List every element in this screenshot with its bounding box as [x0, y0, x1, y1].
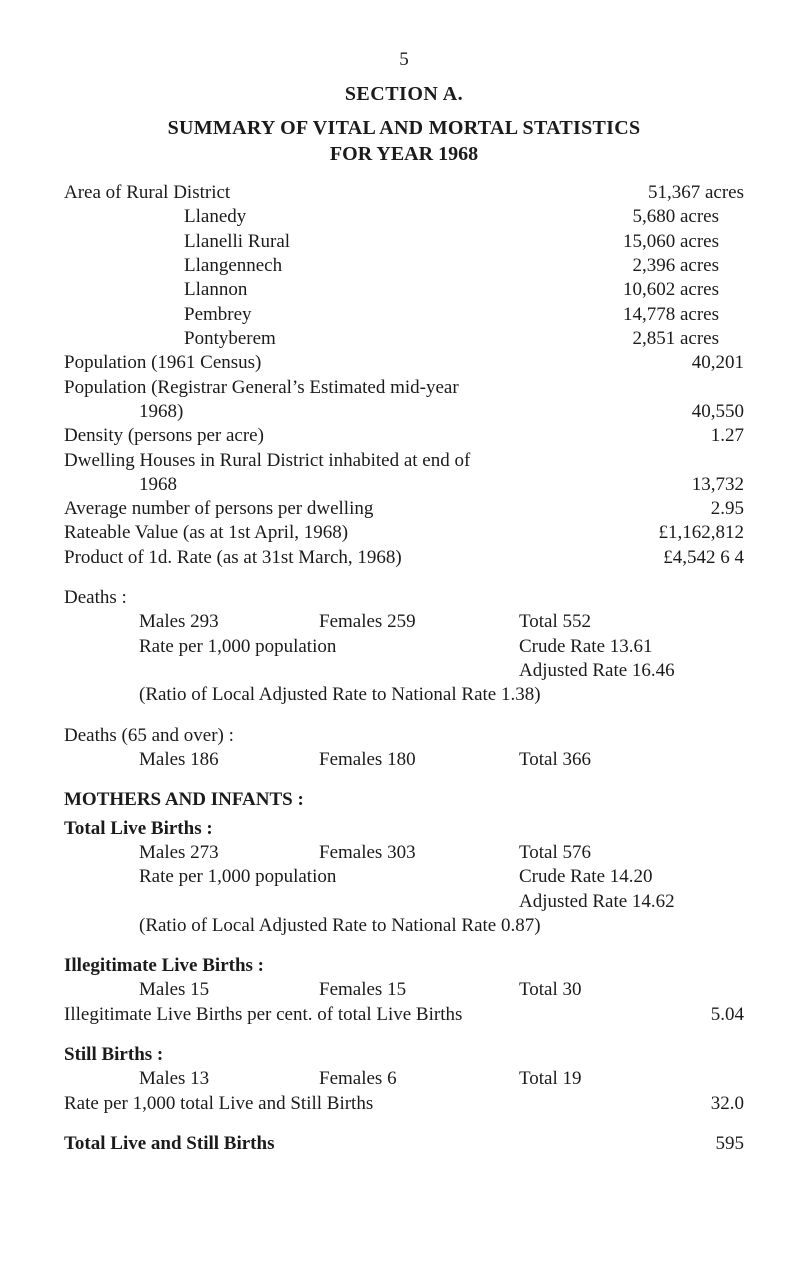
parish-row: Llannon 10,602 acres: [64, 278, 744, 302]
total-live-still-val: 595: [716, 1132, 745, 1156]
deaths-rate-label: Rate per 1,000 population: [139, 635, 519, 659]
still-births-heading: Still Births :: [64, 1043, 744, 1067]
rateable-value-val: £1,162,812: [659, 521, 745, 545]
still-rate-val: 32.0: [711, 1092, 744, 1116]
pop-census-label: Population (1961 Census): [64, 351, 261, 375]
illeg-percent-label: Illegitimate Live Births per cent. of to…: [64, 1003, 462, 1027]
parish-acres: 15,060 acres: [519, 230, 719, 254]
deaths-ratio: (Ratio of Local Adjusted Rate to Nationa…: [64, 683, 744, 707]
section-label: SECTION A.: [64, 82, 744, 108]
parish-name: Pontyberem: [64, 327, 494, 351]
dwell-label1: Dwelling Houses in Rural District inhabi…: [64, 449, 470, 473]
illeg-total: Total 30: [519, 978, 744, 1002]
tlb-males: Males 273: [139, 841, 319, 865]
parish-acres: 2,396 acres: [519, 254, 719, 278]
deaths-counts-row: Males 293 Females 259 Total 552: [64, 610, 744, 634]
deaths65-males: Males 186: [139, 748, 319, 772]
dwell-val: 13,732: [692, 473, 744, 497]
total-live-births-heading: Total Live Births :: [64, 817, 744, 841]
deaths-total: Total 552: [519, 610, 744, 634]
tlb-rate-label: Rate per 1,000 population: [139, 865, 519, 889]
density-row: Density (persons per acre) 1.27: [64, 424, 744, 448]
deaths65-heading: Deaths (65 and over) :: [64, 724, 744, 748]
parish-row: Pembrey 14,778 acres: [64, 303, 744, 327]
product-row: Product of 1d. Rate (as at 31st March, 1…: [64, 546, 744, 570]
rateable-value-row: Rateable Value (as at 1st April, 1968) £…: [64, 521, 744, 545]
still-males: Males 13: [139, 1067, 319, 1091]
illeg-counts-row: Males 15 Females 15 Total 30: [64, 978, 744, 1002]
still-rate-label: Rate per 1,000 total Live and Still Birt…: [64, 1092, 373, 1116]
deaths-adjusted: Adjusted Rate 16.46: [519, 659, 744, 683]
pop-reg-label2: 1968): [64, 400, 183, 424]
parish-name: Llanelli Rural: [64, 230, 494, 254]
illegitimate-heading: Illegitimate Live Births :: [64, 954, 744, 978]
total-live-still-row: Total Live and Still Births 595: [64, 1132, 744, 1156]
tlb-total: Total 576: [519, 841, 744, 865]
deaths-heading: Deaths :: [64, 586, 744, 610]
parish-name: Pembrey: [64, 303, 494, 327]
deaths65-total: Total 366: [519, 748, 744, 772]
pop-reg-val: 40,550: [692, 400, 744, 424]
avg-val: 2.95: [711, 497, 744, 521]
parish-row: Llanelli Rural 15,060 acres: [64, 230, 744, 254]
deaths-rate-row: Rate per 1,000 population Crude Rate 13.…: [64, 635, 744, 659]
tlb-counts-row: Males 273 Females 303 Total 576: [64, 841, 744, 865]
total-live-still-label: Total Live and Still Births: [64, 1132, 274, 1156]
avg-label: Average number of persons per dwelling: [64, 497, 373, 521]
pop-reg-row2: 1968) 40,550: [64, 400, 744, 424]
page-number: 5: [64, 48, 744, 72]
illeg-percent-val: 5.04: [711, 1003, 744, 1027]
deaths-adjusted-row: Adjusted Rate 16.46: [64, 659, 744, 683]
deaths-females: Females 259: [319, 610, 519, 634]
deaths65-females: Females 180: [319, 748, 519, 772]
deaths-crude: Crude Rate 13.61: [519, 635, 744, 659]
parish-acres: 10,602 acres: [519, 278, 719, 302]
illeg-females: Females 15: [319, 978, 519, 1002]
mothers-infants-heading: MOTHERS AND INFANTS :: [64, 788, 744, 812]
rateable-value-label: Rateable Value (as at 1st April, 1968): [64, 521, 348, 545]
tlb-adjusted-row: Adjusted Rate 14.62: [64, 890, 744, 914]
pop-census-val: 40,201: [692, 351, 744, 375]
main-title-line1: SUMMARY OF VITAL AND MORTAL STATISTICS: [64, 116, 744, 142]
main-title-line2: FOR YEAR 1968: [64, 142, 744, 168]
pop-census-row: Population (1961 Census) 40,201: [64, 351, 744, 375]
illeg-percent-row: Illegitimate Live Births per cent. of to…: [64, 1003, 744, 1027]
still-rate-row: Rate per 1,000 total Live and Still Birt…: [64, 1092, 744, 1116]
dwell-row1: Dwelling Houses in Rural District inhabi…: [64, 449, 744, 473]
still-total: Total 19: [519, 1067, 744, 1091]
product-val: £4,542 6 4: [663, 546, 744, 570]
tlb-females: Females 303: [319, 841, 519, 865]
parish-name: Llangennech: [64, 254, 494, 278]
parish-acres: 2,851 acres: [519, 327, 719, 351]
tlb-crude: Crude Rate 14.20: [519, 865, 744, 889]
density-val: 1.27: [711, 424, 744, 448]
density-label: Density (persons per acre): [64, 424, 264, 448]
document-page: 5 SECTION A. SUMMARY OF VITAL AND MORTAL…: [0, 0, 800, 1286]
parish-row: Pontyberem 2,851 acres: [64, 327, 744, 351]
pop-reg-row1: Population (Registrar General’s Estimate…: [64, 376, 744, 400]
pop-reg-label1: Population (Registrar General’s Estimate…: [64, 376, 459, 400]
dwell-label2: 1968: [64, 473, 177, 497]
tlb-rate-row: Rate per 1,000 population Crude Rate 14.…: [64, 865, 744, 889]
area-label: Area of Rural District: [64, 181, 230, 205]
product-label: Product of 1d. Rate (as at 31st March, 1…: [64, 546, 402, 570]
parish-row: Llangennech 2,396 acres: [64, 254, 744, 278]
parish-name: Llanedy: [64, 205, 494, 229]
area-total: 51,367 acres: [648, 181, 744, 205]
dwell-row2: 1968 13,732: [64, 473, 744, 497]
avg-row: Average number of persons per dwelling 2…: [64, 497, 744, 521]
parish-acres: 14,778 acres: [519, 303, 719, 327]
still-females: Females 6: [319, 1067, 519, 1091]
area-row: Area of Rural District 51,367 acres: [64, 181, 744, 205]
parish-name: Llannon: [64, 278, 494, 302]
still-counts-row: Males 13 Females 6 Total 19: [64, 1067, 744, 1091]
tlb-ratio: (Ratio of Local Adjusted Rate to Nationa…: [64, 914, 744, 938]
parish-acres: 5,680 acres: [519, 205, 719, 229]
deaths-males: Males 293: [139, 610, 319, 634]
tlb-adjusted: Adjusted Rate 14.62: [519, 890, 744, 914]
illeg-males: Males 15: [139, 978, 319, 1002]
deaths65-counts-row: Males 186 Females 180 Total 366: [64, 748, 744, 772]
parish-row: Llanedy 5,680 acres: [64, 205, 744, 229]
